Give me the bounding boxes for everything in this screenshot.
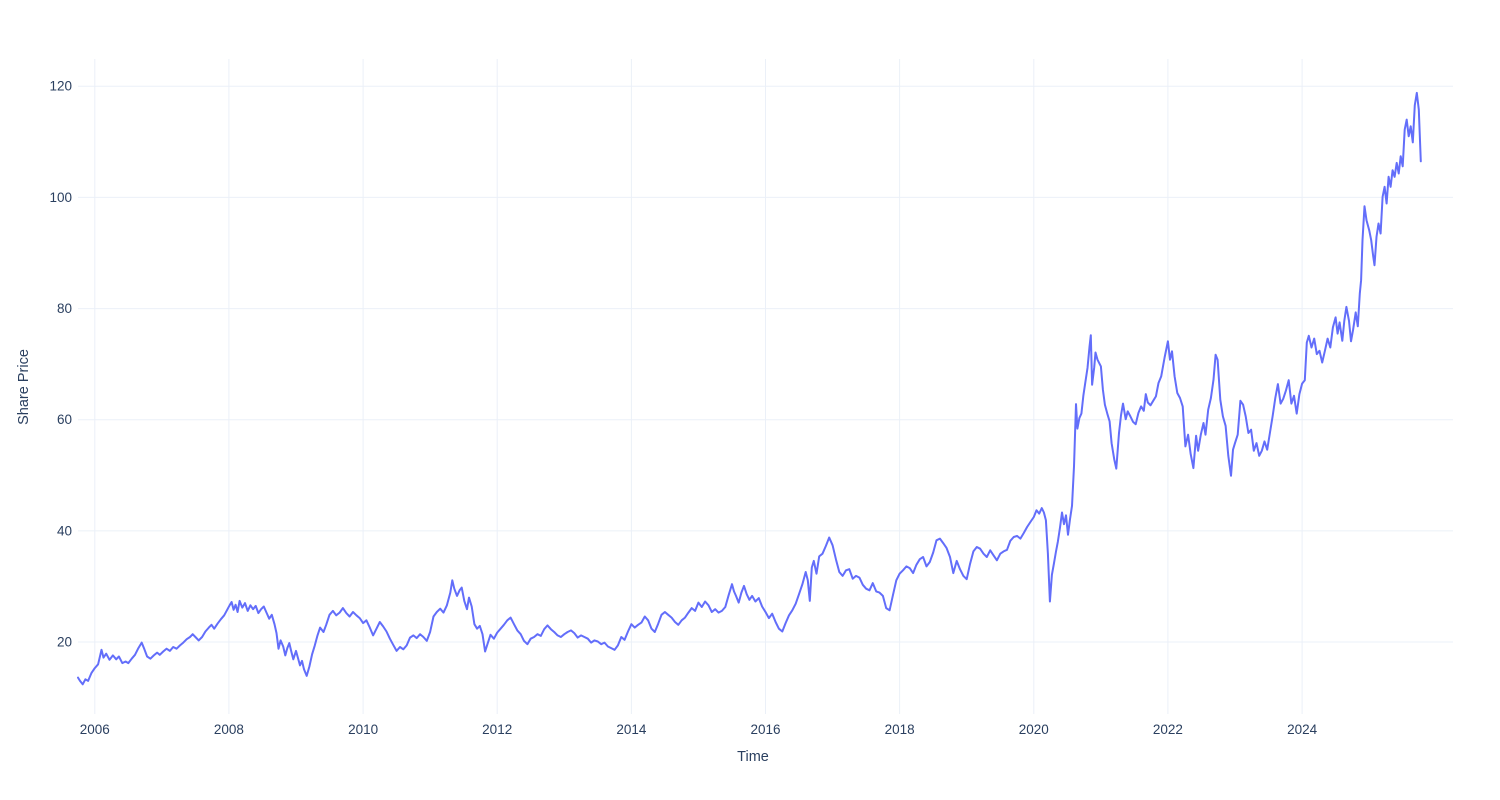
x-tick-label: 2006: [80, 722, 110, 737]
y-tick-label: 60: [57, 412, 72, 427]
y-axis-title: Share Price: [16, 349, 32, 425]
x-tick-label: 2018: [885, 722, 915, 737]
x-tick-label: 2008: [214, 722, 244, 737]
y-tick-label: 120: [49, 79, 72, 94]
y-axis-tick-labels: 20 40 60 80 100 120: [49, 79, 72, 650]
x-tick-label: 2020: [1019, 722, 1049, 737]
x-tick-label: 2024: [1287, 722, 1318, 737]
y-tick-label: 100: [49, 190, 72, 205]
x-gridlines: [94, 59, 1303, 714]
share-price-series-line[interactable]: [77, 91, 1422, 686]
x-tick-label: 2010: [348, 722, 378, 737]
x-tick-label: 2022: [1153, 722, 1183, 737]
x-tick-label: 2014: [616, 722, 647, 737]
y-tick-label: 40: [57, 523, 72, 538]
x-axis-title: Time: [737, 749, 769, 765]
y-tick-label: 80: [57, 301, 72, 316]
x-axis-tick-labels: 2006 2008 2010 2012 2014 2016 2018 2020 2022 2024: [80, 722, 1318, 737]
x-tick-label: 2012: [482, 722, 512, 737]
x-tick-label: 2016: [750, 722, 780, 737]
y-tick-label: 20: [57, 635, 72, 650]
